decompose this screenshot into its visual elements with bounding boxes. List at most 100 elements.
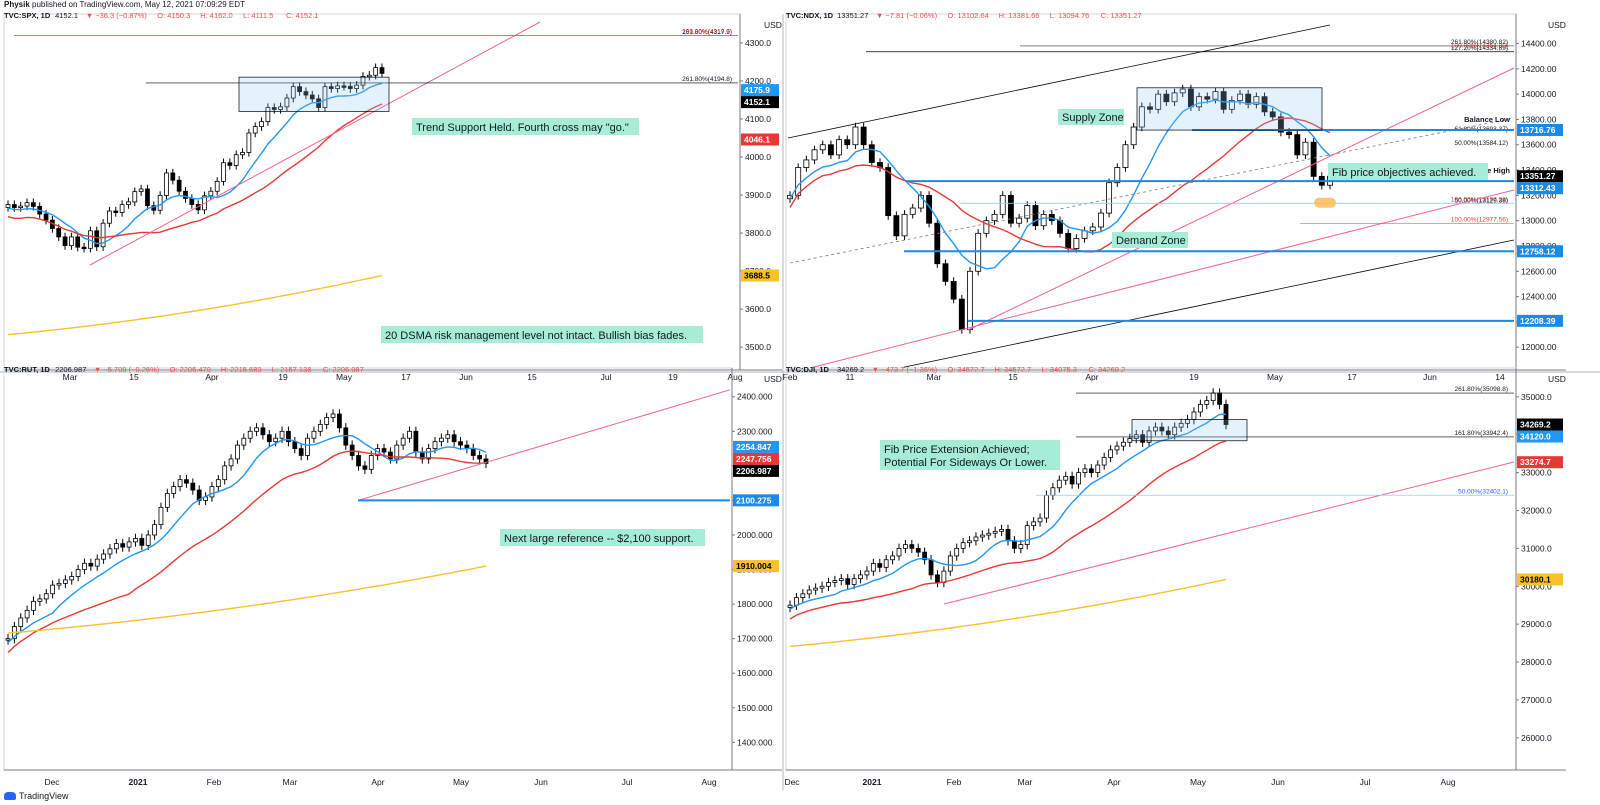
candle-body [1204,96,1211,100]
candle [81,242,87,253]
candle [986,528,992,540]
x-tick-label: 17 [1347,372,1357,382]
candle [1007,191,1014,228]
candle [113,206,119,217]
candle [1114,163,1121,187]
candle-body [942,263,949,282]
candle-body [973,536,979,542]
candle-body [1050,487,1056,496]
fib-label: 100.00%(4319.2) [682,29,732,36]
candle [360,72,366,90]
candle-body [819,585,825,589]
candle [196,485,202,506]
candle [69,232,74,250]
candle [366,71,372,81]
legend-item: C: 13351.27 [1101,11,1142,20]
candle [298,443,304,461]
candle-body [349,444,355,456]
candle-body [1212,91,1219,100]
channel-line [787,24,1331,139]
candle-body [233,154,239,166]
annotation-next-reference-bg [500,529,705,546]
candle-body [1210,392,1216,402]
candle-body [1069,475,1075,485]
price-badge-label: 4046.1 [744,134,770,144]
candle [1095,460,1101,478]
candle [1108,445,1113,463]
candle [470,443,476,461]
candle-body [870,563,876,572]
fib-label: 261.80%(4194.8) [682,76,732,83]
candle [827,140,834,160]
candle [50,580,55,599]
fib-label: 50.00%(32402.1) [1458,488,1508,495]
candle [426,443,432,464]
candle [909,203,916,219]
candle [158,502,164,530]
y-tick-label: 2300.000 [737,426,773,436]
candle [954,543,960,561]
candle-body [1056,479,1062,489]
candle-body [388,451,393,460]
candle [917,191,924,213]
y-tick-label: 13200.00 [1521,190,1557,200]
x-tick-label: May [336,372,353,382]
price-badge-label: 13351.27 [1520,171,1556,181]
price-badge-label: 30180.1 [1520,574,1551,584]
candle-body [845,578,851,585]
candle [858,570,863,584]
legend-item: L: 13094.76 [1050,11,1090,20]
candle [890,551,895,565]
candle [483,454,489,469]
legend-item: H: 2215.689 [221,365,262,374]
y-tick-label: 12000.00 [1521,342,1557,352]
y-tick-label: 13400.00 [1521,165,1557,175]
candle [1040,210,1047,230]
candle-body [347,85,353,89]
candle-body [222,465,228,481]
candle-body [373,67,379,76]
candle-body [366,74,372,78]
candle-body [82,562,87,570]
candle [407,426,412,443]
candle-body [1286,131,1293,136]
candle-body [1024,205,1031,219]
candle [1220,87,1227,114]
legend-item: L: 34075.3 [1042,365,1077,374]
candle [445,430,451,443]
candle-body [177,479,183,487]
candle [368,450,374,475]
y-tick-label: 35000.0 [1521,392,1552,402]
candle-body [803,159,810,168]
candle [222,461,228,485]
candle [303,87,309,100]
y-tick-label: 32000.0 [1521,505,1552,515]
candle-body [1012,540,1017,549]
candle-body [337,413,342,429]
price-badge-label: 2247.756 [736,454,772,464]
candle-body [170,172,176,181]
x-tick-label: Apr [1107,777,1120,787]
candle [228,454,234,471]
candle [800,589,806,603]
plot-frame [3,13,741,371]
annotation-risk-level: 20 DSMA risk management level not intact… [385,330,687,342]
y-tick-label: 4200.0 [745,76,771,86]
annotation-trend-support-bg [412,118,639,135]
x-tick-label: Mar [63,372,78,382]
candle [273,433,279,447]
candle [1197,399,1203,417]
candle-body [113,210,119,213]
y-axis-unit: USD [764,20,782,30]
candle [1178,418,1184,432]
candle [88,558,94,571]
price-badge [1517,573,1563,586]
candle [373,63,379,80]
candle-body [119,204,125,213]
candle-body [184,479,189,484]
x-tick-label: Jun [534,777,548,787]
candle [901,210,908,241]
y-tick-label: 12400.00 [1521,292,1557,302]
candle-body [18,205,24,209]
candle [819,140,826,154]
